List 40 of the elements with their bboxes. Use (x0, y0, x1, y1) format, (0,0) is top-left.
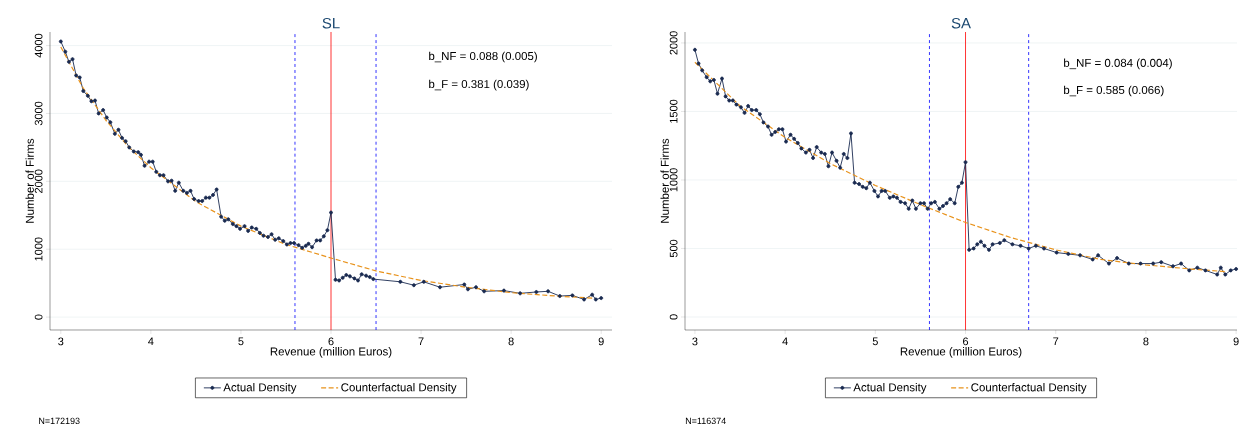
legend-label: Counterfactual Density (341, 382, 457, 394)
x-axis-title: Revenue (million Euros) (900, 347, 1022, 358)
y-tick-label: 2000 (34, 169, 43, 193)
x-tick-label: 8 (1143, 337, 1149, 346)
text: N=172193 (39, 417, 80, 425)
y-tick-label: 0 (34, 314, 43, 320)
legend-label: Counterfactual Density (971, 382, 1087, 394)
y-axis-title: Number of Firms (660, 138, 669, 223)
y-tick-label: 500 (669, 239, 678, 258)
x-tick-label: 3 (58, 337, 64, 346)
y-tick-label: 0 (669, 314, 678, 320)
y-tick-label: 3000 (34, 101, 43, 126)
y-tick-label: 1000 (669, 168, 678, 192)
legend-label: Actual Density (853, 382, 927, 394)
x-tick-label: 8 (508, 337, 514, 346)
x-tick-label: 5 (238, 337, 244, 346)
y-tick-label: 2000 (669, 31, 678, 55)
annotation: b_F = 0.381 (0.039) (429, 79, 529, 91)
y-tick-label: 4000 (34, 33, 43, 58)
x-tick-label: 4 (782, 337, 788, 346)
chart-title: SA (951, 17, 971, 29)
x-axis-title: Revenue (million Euros) (270, 347, 392, 358)
chart-title: SL (322, 17, 340, 29)
x-tick-label: 7 (1053, 337, 1059, 346)
x-tick-label: 3 (692, 337, 698, 346)
annotation: b_NF = 0.088 (0.005) (429, 51, 537, 63)
text: N=116374 (685, 417, 726, 425)
x-tick-label: 5 (872, 337, 878, 346)
x-tick-label: 6 (963, 337, 969, 346)
x-tick-label: 6 (328, 337, 334, 346)
y-tick-label: 1000 (34, 237, 43, 261)
x-tick-label: 9 (598, 337, 604, 346)
x-tick-label: 4 (148, 337, 154, 346)
annotation: b_NF = 0.084 (0.004) (1064, 58, 1172, 70)
x-tick-label: 9 (1233, 337, 1239, 346)
y-tick-label: 1500 (669, 99, 678, 123)
legend-label: Actual Density (223, 382, 297, 394)
annotation: b_F = 0.585 (0.066) (1064, 85, 1164, 97)
y-axis-title: Number of Firms (25, 138, 34, 223)
x-tick-label: 7 (418, 337, 424, 346)
